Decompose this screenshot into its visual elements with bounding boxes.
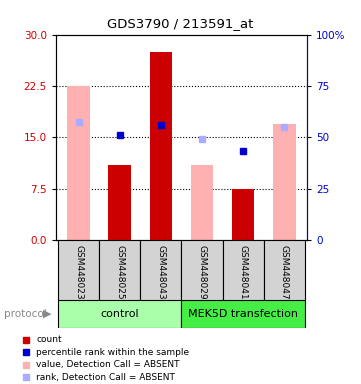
Text: GSM448047: GSM448047 bbox=[280, 245, 289, 300]
Text: GSM448029: GSM448029 bbox=[197, 245, 206, 300]
Text: percentile rank within the sample: percentile rank within the sample bbox=[36, 348, 190, 357]
Bar bbox=[149, 52, 172, 240]
Bar bbox=[222, 240, 264, 300]
Text: control: control bbox=[100, 309, 139, 319]
Bar bbox=[67, 86, 90, 240]
Bar bbox=[264, 240, 305, 300]
Text: GDS3790 / 213591_at: GDS3790 / 213591_at bbox=[107, 17, 254, 30]
Bar bbox=[58, 240, 99, 300]
Text: GSM448043: GSM448043 bbox=[156, 245, 165, 300]
Bar bbox=[182, 240, 222, 300]
Text: GSM448023: GSM448023 bbox=[74, 245, 83, 300]
Text: rank, Detection Call = ABSENT: rank, Detection Call = ABSENT bbox=[36, 372, 175, 382]
Bar bbox=[273, 124, 296, 240]
Text: protocol: protocol bbox=[4, 309, 46, 319]
Text: ▶: ▶ bbox=[43, 309, 51, 319]
Text: value, Detection Call = ABSENT: value, Detection Call = ABSENT bbox=[36, 360, 180, 369]
Bar bbox=[108, 165, 131, 240]
Text: GSM448041: GSM448041 bbox=[239, 245, 248, 300]
Bar bbox=[191, 165, 213, 240]
Text: GSM448025: GSM448025 bbox=[115, 245, 124, 300]
Bar bbox=[99, 240, 140, 300]
Text: count: count bbox=[36, 335, 62, 344]
Bar bbox=[232, 189, 255, 240]
Bar bbox=[182, 300, 305, 328]
Text: MEK5D transfection: MEK5D transfection bbox=[188, 309, 298, 319]
Bar bbox=[58, 300, 182, 328]
Bar bbox=[140, 240, 182, 300]
